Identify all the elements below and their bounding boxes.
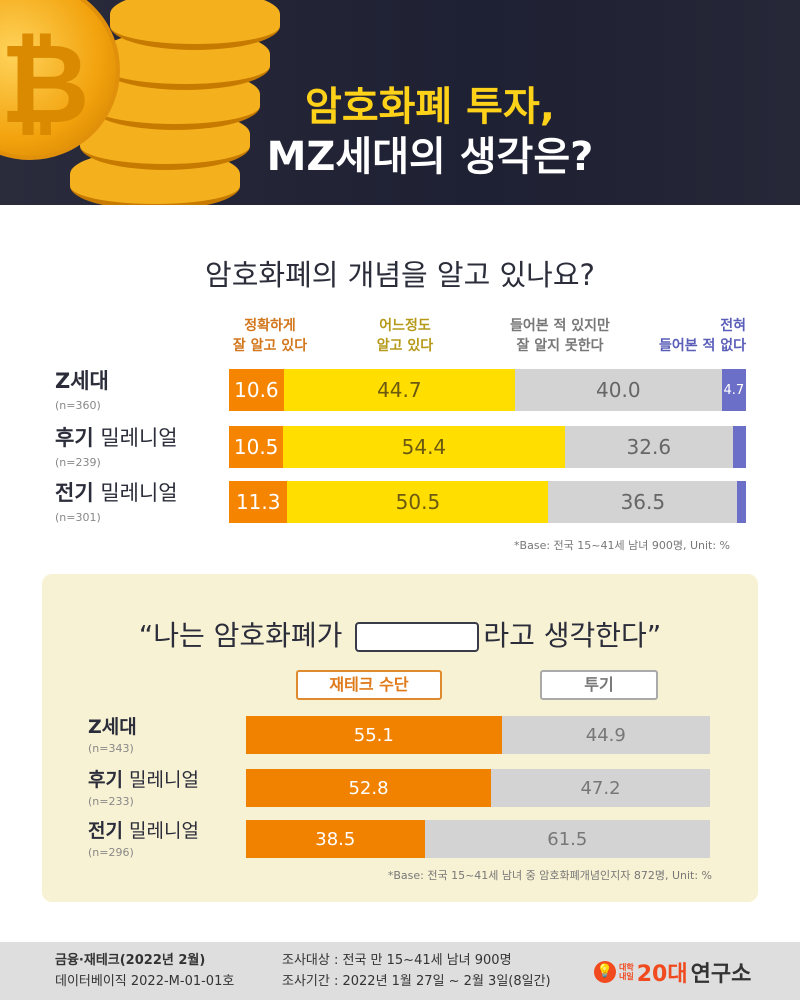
row-label-light: 밀레니얼 bbox=[122, 820, 199, 842]
logo-small: 대학 내일 bbox=[619, 963, 634, 981]
row-n: (n=239) bbox=[55, 456, 101, 469]
bar-segment: 50.5 bbox=[287, 481, 549, 523]
stacked-bar: 11.3 50.5 36.5 bbox=[229, 481, 746, 523]
bitcoin-symbol-icon: ₿ bbox=[0, 20, 90, 148]
stacked-bar: 10.6 44.7 40.0 4.7 bbox=[229, 369, 746, 411]
bar-segment: 4.7 bbox=[721, 369, 746, 411]
logo-small1: 대학 bbox=[619, 963, 634, 972]
logo: 💡 대학 내일 20대 연구소 bbox=[594, 956, 751, 988]
footer: 금융·재테크(2022년 2월) 데이터베이직 2022-M-01-01호 조사대… bbox=[0, 942, 800, 1000]
lightbulb-icon: 💡 bbox=[594, 961, 616, 983]
logo-rest: 연구소 bbox=[690, 962, 752, 987]
row-label-light: 밀레니얼 bbox=[93, 481, 178, 505]
bar-segment: 44.7 bbox=[283, 369, 515, 411]
row-label-bold: 전기 bbox=[88, 820, 123, 842]
logo-20: 20대 bbox=[636, 962, 688, 987]
row-n: (n=360) bbox=[55, 399, 101, 412]
bar-segment: 36.5 bbox=[548, 481, 738, 523]
row-label-bold: 후기 bbox=[55, 426, 94, 450]
stacked-bar: 38.5 61.5 bbox=[246, 820, 710, 858]
legend-label: 전혀 들어본 적 없다 bbox=[658, 318, 746, 354]
row-n: (n=343) bbox=[88, 742, 134, 755]
bar-segment: 61.5 bbox=[424, 820, 710, 858]
bar-segment bbox=[737, 481, 746, 523]
legend-label: 정확하게 잘 알고 있다 bbox=[232, 318, 308, 354]
chart1-note: *Base: 전국 15~41세 남녀 900명, Unit: % bbox=[514, 539, 730, 552]
chart2-title: “나는 암호화폐가 라고 생각한다” bbox=[0, 614, 800, 654]
title-before: “나는 암호화폐가 bbox=[138, 619, 343, 652]
row-label: Z세대 bbox=[88, 712, 137, 739]
bar-segment: 40.0 bbox=[514, 369, 722, 411]
row-label: 전기 밀레니얼 bbox=[55, 477, 178, 507]
bar-segment: 52.8 bbox=[246, 769, 491, 807]
blank-box bbox=[355, 622, 480, 652]
footer-period: 조사기간 : 2022년 1월 27일 ~ 2월 3일(8일간) bbox=[282, 974, 551, 989]
row-label: 후기 밀레니얼 bbox=[88, 765, 199, 792]
legend-label: 들어본 적 있지만 잘 알지 못한다 bbox=[510, 318, 610, 354]
bar-segment: 38.5 bbox=[246, 820, 425, 858]
bar-segment: 11.3 bbox=[229, 481, 288, 523]
legend-box: 재테크 수단 bbox=[296, 670, 442, 700]
row-label-light: 밀레니얼 bbox=[93, 426, 178, 450]
bar-segment: 54.4 bbox=[283, 426, 565, 468]
bar-segment: 32.6 bbox=[564, 426, 734, 468]
coin-icon bbox=[110, 0, 280, 50]
row-label-bold: Z세대 bbox=[55, 369, 109, 393]
header-banner: ₿ 암호화폐 투자, MZ세대의 생각은? bbox=[0, 0, 800, 205]
row-label-bold: Z세대 bbox=[88, 716, 137, 738]
bar-segment: 55.1 bbox=[246, 716, 502, 754]
stacked-bar: 10.5 54.4 32.6 bbox=[229, 426, 746, 468]
legend-box: 투기 bbox=[540, 670, 658, 700]
chart2-note: *Base: 전국 15~41세 남녀 중 암호화폐개념인지자 872명, Un… bbox=[387, 869, 712, 882]
row-n: (n=296) bbox=[88, 846, 134, 859]
row-label-bold: 전기 bbox=[55, 481, 94, 505]
title-line1: 암호화폐 투자, bbox=[305, 84, 555, 130]
chart1-title: 암호화폐의 개념을 알고 있나요? bbox=[205, 258, 595, 292]
row-label-bold: 후기 bbox=[88, 769, 123, 791]
bar-segment: 44.9 bbox=[501, 716, 710, 754]
footer-db: 데이터베이직 2022-M-01-01호 bbox=[55, 974, 235, 989]
legend-label: 어느정도 알고 있다 bbox=[376, 318, 434, 354]
bar-segment: 10.6 bbox=[229, 369, 284, 411]
row-label-light: 밀레니얼 bbox=[122, 769, 199, 791]
title-line2: MZ세대의 생각은? bbox=[266, 134, 594, 180]
logo-small2: 내일 bbox=[619, 972, 634, 981]
row-label: Z세대 bbox=[55, 365, 109, 395]
footer-category: 금융·재테크(2022년 2월) bbox=[55, 953, 206, 968]
bar-segment bbox=[733, 426, 746, 468]
row-n: (n=301) bbox=[55, 511, 101, 524]
footer-target: 조사대상 : 전국 만 15~41세 남녀 900명 bbox=[282, 953, 512, 968]
stacked-bar: 55.1 44.9 bbox=[246, 716, 710, 754]
bar-segment: 10.5 bbox=[229, 426, 284, 468]
bar-segment: 47.2 bbox=[490, 769, 710, 807]
row-n: (n=233) bbox=[88, 795, 134, 808]
footer-left: 금융·재테크(2022년 2월) 데이터베이직 2022-M-01-01호 bbox=[55, 950, 234, 992]
row-label: 후기 밀레니얼 bbox=[55, 422, 178, 452]
title-after: 라고 생각한다” bbox=[483, 619, 662, 652]
stacked-bar: 52.8 47.2 bbox=[246, 769, 710, 807]
row-label: 전기 밀레니얼 bbox=[88, 816, 199, 843]
